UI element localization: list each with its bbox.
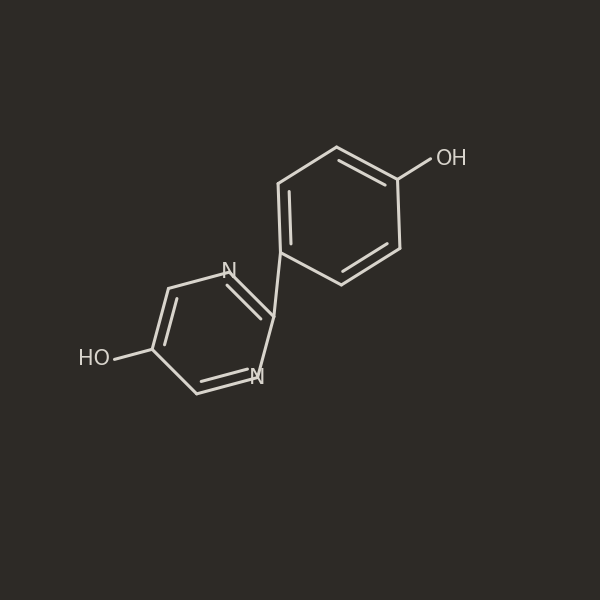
- Text: OH: OH: [436, 149, 467, 169]
- Text: N: N: [221, 262, 238, 282]
- Text: HO: HO: [77, 349, 110, 370]
- Text: N: N: [249, 368, 266, 388]
